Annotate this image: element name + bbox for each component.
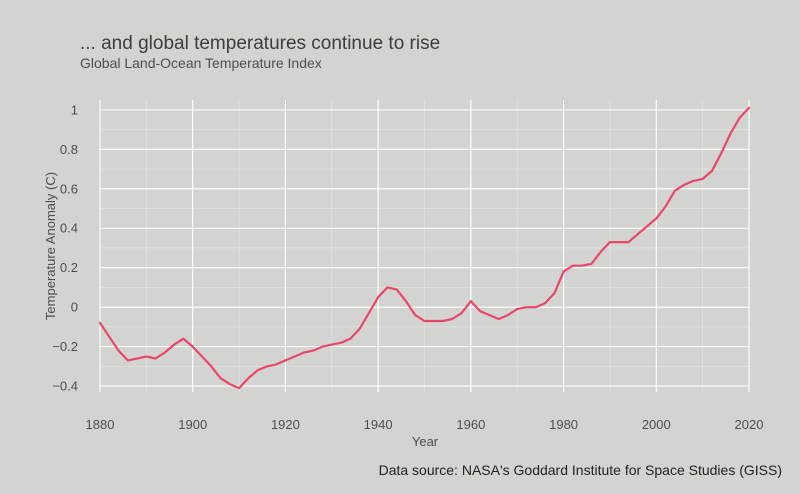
- y-tick-label: 0.2: [60, 260, 78, 275]
- chart-subtitle: Global Land-Ocean Temperature Index: [80, 55, 322, 71]
- x-tick-label: 1920: [271, 417, 300, 432]
- y-axis-label: Temperature Anomaly (C): [43, 172, 58, 320]
- y-tick-label: −0.4: [52, 379, 78, 394]
- chart-title: ... and global temperatures continue to …: [80, 33, 441, 54]
- x-tick-label: 2020: [735, 417, 764, 432]
- x-tick-label: 1900: [178, 417, 207, 432]
- y-tick-label: −0.2: [52, 339, 78, 354]
- x-tick-label: 1880: [86, 417, 115, 432]
- tick-labels: −0.4 −0.2 0 0.2 0.4 0.6 0.8 1 1880 1900 1920 1940 19…: [52, 102, 763, 432]
- grid: [99, 100, 750, 392]
- data-source-caption: Data source: NASA's Goddard Institute fo…: [378, 462, 782, 478]
- x-tick-label: 2000: [642, 417, 671, 432]
- y-tick-label: 0.6: [60, 181, 78, 196]
- x-tick-label: 1940: [364, 417, 393, 432]
- x-tick-label: 1980: [549, 417, 578, 432]
- x-tick-label: 1960: [456, 417, 485, 432]
- series-layer: [98, 106, 751, 390]
- y-tick-label: 0.4: [60, 221, 78, 236]
- y-tick-label: 0: [71, 300, 78, 315]
- x-axis-label: Year: [412, 434, 439, 449]
- y-tick-label: 0.8: [60, 142, 78, 157]
- temperature-anomaly-line: [98, 106, 751, 390]
- y-tick-label: 1: [71, 102, 78, 117]
